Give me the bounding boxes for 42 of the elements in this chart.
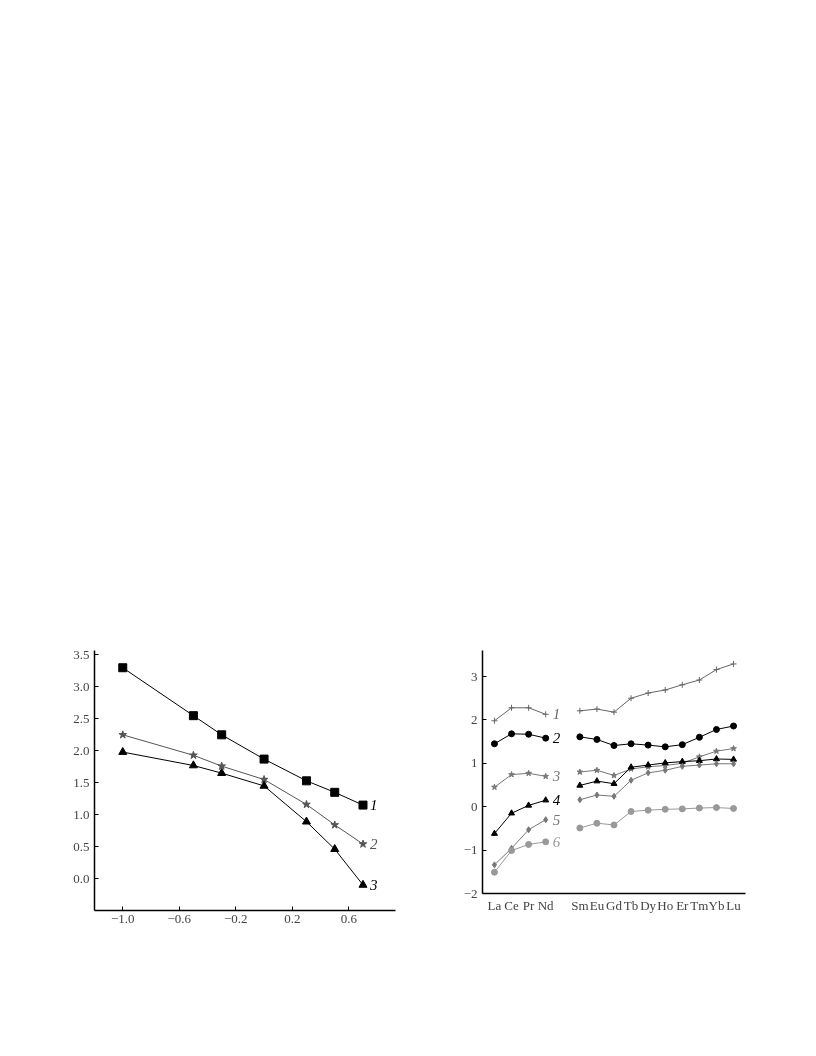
x-tick-label: Tm: [690, 897, 709, 913]
y-tick-label: 1.5: [73, 774, 90, 790]
series-label: 6: [552, 833, 561, 850]
x-tick-label: Yb: [708, 897, 725, 913]
x-tick-label: La: [487, 897, 502, 913]
y-tick-label: 0: [471, 798, 478, 814]
x-tick-label: Lu: [726, 897, 742, 913]
series-label: 5: [552, 811, 561, 828]
x-tick-label: −1.0: [110, 910, 135, 926]
y-tick-label: 2: [471, 711, 478, 727]
y-tick-label: 0.5: [73, 838, 90, 854]
y-tick-label: 3.5: [73, 646, 90, 662]
x-tick-label: Gd: [606, 897, 623, 913]
x-tick-label: Pr: [522, 897, 536, 913]
y-tick-label: 0.0: [73, 870, 90, 886]
x-tick-label: −0.6: [167, 910, 192, 926]
series-label: 4: [552, 792, 561, 809]
x-tick-label: Er: [676, 897, 690, 913]
y-tick-label: −1: [463, 842, 478, 858]
x-tick-label: −0.2: [224, 910, 248, 926]
x-tick-label: Ce: [504, 897, 519, 913]
series-label: 3: [551, 768, 561, 785]
y-tick-label: 3: [471, 668, 478, 684]
series-label: 3: [369, 876, 378, 893]
series-label: 2: [370, 836, 378, 853]
x-tick-label: 0.2: [284, 910, 301, 926]
series-label: 1: [370, 797, 378, 814]
x-tick-label: Ho: [657, 897, 674, 913]
x-tick-label: Nd: [537, 897, 555, 913]
y-tick-label: 2.5: [73, 710, 90, 726]
x-tick-label: Tb: [623, 897, 639, 913]
x-tick-label: Dy: [640, 897, 657, 913]
x-tick-label: Eu: [589, 897, 605, 913]
y-tick-label: −2: [463, 885, 478, 901]
series-label: 2: [552, 730, 561, 747]
series-label: 1: [552, 706, 561, 723]
y-tick-label: 1: [471, 755, 478, 771]
y-tick-label: 1.0: [73, 806, 90, 822]
x-tick-label: Sm: [571, 897, 589, 913]
x-tick-label: 0.6: [340, 910, 358, 926]
y-tick-label: 3.0: [73, 678, 90, 694]
y-tick-label: 2.0: [73, 742, 90, 758]
